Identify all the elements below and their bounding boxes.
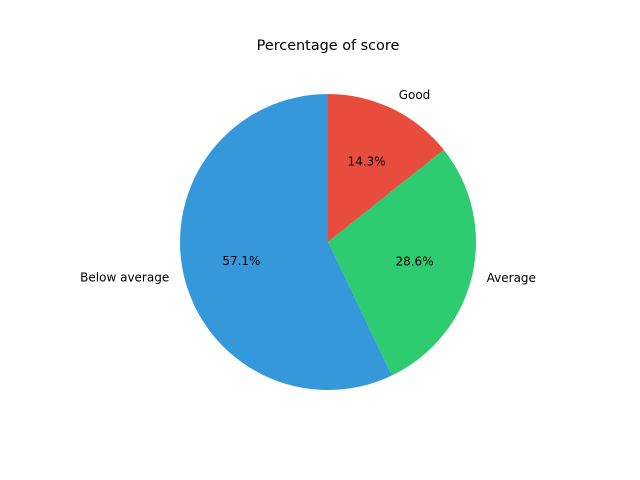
slice-label-good: Good	[399, 88, 431, 102]
pie-slice-average	[328, 149, 476, 376]
pie-labels: Good 14.3% Average 28.6% Below average 57.1%	[80, 88, 536, 285]
slice-pct-good: 14.3%	[348, 155, 386, 169]
pie-slice-below-average	[180, 94, 392, 390]
pie-slice-good	[328, 94, 444, 242]
slice-label-average: Average	[487, 271, 536, 285]
pie-slices	[180, 94, 476, 390]
slice-label-below-average: Below average	[80, 271, 169, 285]
chart-title: Percentage of score	[257, 38, 400, 54]
slice-pct-average: 28.6%	[395, 254, 433, 268]
slice-pct-below-average: 57.1%	[222, 254, 260, 268]
